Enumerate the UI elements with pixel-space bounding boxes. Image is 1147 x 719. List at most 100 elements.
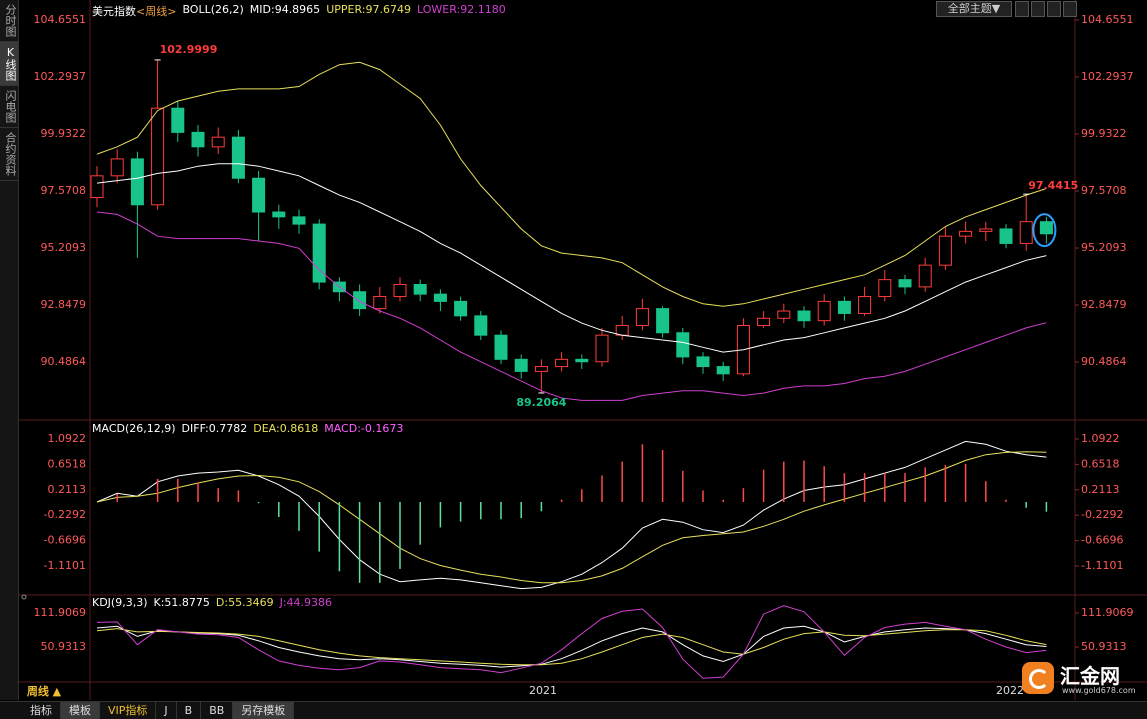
- sidebar-tab[interactable]: 闪电图: [0, 86, 18, 128]
- y-tick-label: 95.2093: [41, 241, 87, 254]
- y-tick-label: 50.9313: [41, 640, 87, 653]
- candle-body: [999, 228, 1013, 244]
- logo-name: 汇金网: [1060, 664, 1120, 688]
- icon-button[interactable]: [1015, 1, 1029, 17]
- candle-body: [635, 308, 649, 327]
- legend-entry: MID:94.8965: [249, 3, 321, 16]
- candle-body: [252, 177, 266, 213]
- candle-body: [90, 175, 104, 199]
- indicator: KDJ(9,3,3): [92, 596, 148, 609]
- candle-body: [474, 315, 488, 336]
- y-tick-label: 95.2093: [1081, 241, 1127, 254]
- y-tick-label: 104.6551: [1081, 13, 1134, 26]
- footer-tab[interactable]: J: [156, 702, 177, 719]
- panel-dot: [21, 594, 27, 600]
- y-tick-label: 102.2937: [1081, 70, 1134, 83]
- logo-url: www.gold678.com: [1062, 686, 1136, 695]
- annotation: 89.2064: [516, 396, 566, 409]
- candle-body: [231, 136, 245, 179]
- sidebar-tab[interactable]: K线图: [0, 42, 18, 86]
- candle-body: [878, 279, 892, 298]
- candle-body: [656, 308, 670, 334]
- legend-entry: LOWER:92.1180: [416, 3, 506, 16]
- candle-body: [373, 296, 387, 310]
- candle-body: [171, 107, 185, 133]
- y-tick-label: 99.9322: [1081, 127, 1127, 140]
- y-tick-label: 97.5708: [1081, 184, 1127, 197]
- logo: 汇金网 www.gold678.com: [1022, 660, 1142, 698]
- candle-body: [494, 334, 508, 360]
- footer-tab[interactable]: 另存模板: [233, 702, 295, 719]
- y-tick-label: 1.0922: [48, 432, 87, 445]
- indicator-line: [96, 61, 1047, 307]
- candle-body: [837, 300, 851, 314]
- indicator-line: [96, 163, 1047, 353]
- candle-body: [312, 223, 326, 283]
- candle-body: [817, 300, 831, 322]
- candle-body: [858, 296, 872, 314]
- main-header: 美元指数 <周线> BOLL(26,2) MID:94.8965 UPPER:97…: [92, 3, 506, 19]
- footer-tab[interactable]: 模板: [61, 702, 100, 719]
- y-tick-label: -0.2292: [1081, 508, 1123, 521]
- candle-body: [292, 216, 306, 225]
- period-label[interactable]: 周线 ▲: [27, 684, 62, 698]
- y-tick-label: -1.1101: [44, 559, 86, 572]
- y-tick-label: 0.6518: [1081, 457, 1120, 470]
- footer-tab[interactable]: B: [177, 702, 202, 719]
- y-tick-label: -1.1101: [1081, 559, 1123, 572]
- y-tick-label: 50.9313: [1081, 640, 1127, 653]
- candle-body: [716, 366, 730, 375]
- theme-button[interactable]: 全部主题▼: [936, 1, 1012, 17]
- period: <周线>: [136, 5, 177, 18]
- indicator-line: [96, 605, 1047, 679]
- candle-body: [918, 264, 932, 288]
- y-tick-label: 0.2113: [48, 483, 87, 496]
- indicator-line: [96, 625, 1047, 668]
- indicator: BOLL(26,2): [182, 3, 244, 16]
- candle-body: [676, 332, 690, 358]
- candle-body: [433, 293, 447, 302]
- candle-body: [413, 283, 427, 295]
- icon-button[interactable]: [1047, 1, 1061, 17]
- candle-body: [514, 358, 528, 372]
- annotation: 97.4415: [1028, 179, 1078, 192]
- x-tick-label: 2022: [996, 684, 1024, 697]
- candle-body: [696, 356, 710, 368]
- footer-tab[interactable]: VIP指标: [100, 702, 157, 719]
- indicator-line: [96, 451, 1047, 584]
- y-tick-label: 111.9069: [34, 606, 87, 619]
- legend-entry: D:55.3469: [215, 596, 274, 609]
- candle-body: [575, 358, 589, 363]
- candle-body: [534, 366, 548, 372]
- y-tick-label: 1.0922: [1081, 432, 1120, 445]
- candle-body: [393, 283, 407, 298]
- footer-tab[interactable]: 指标: [22, 702, 61, 719]
- y-tick-label: -0.2292: [44, 508, 86, 521]
- legend-entry: DEA:0.8618: [253, 422, 319, 435]
- icon-button[interactable]: [1063, 1, 1077, 17]
- candle-body: [959, 230, 973, 237]
- candle-body: [130, 158, 144, 206]
- annotation: 102.9999: [160, 43, 218, 56]
- highlight: [1032, 213, 1057, 248]
- sidebar-tab[interactable]: 分时图: [0, 0, 18, 42]
- candle-body: [757, 317, 771, 327]
- y-tick-label: 92.8479: [1081, 298, 1127, 311]
- footer-tab[interactable]: BB: [201, 702, 234, 719]
- candle-body: [898, 279, 912, 288]
- candle-body: [110, 158, 124, 177]
- macd-header: MACD(26,12,9) DIFF:0.7782 DEA:0.8618 MACD:…: [92, 422, 403, 435]
- candle-body: [595, 334, 609, 363]
- y-tick-label: 0.6518: [48, 457, 87, 470]
- footer-tabs: 指标 模板 VIP指标 J B BB 另存模板: [0, 701, 1147, 719]
- legend-entry: MACD:-0.1673: [324, 422, 404, 435]
- icon-button[interactable]: [1031, 1, 1045, 17]
- y-tick-label: 99.9322: [41, 127, 87, 140]
- sidebar-tab[interactable]: 合约资料: [0, 128, 18, 181]
- kdj-header: KDJ(9,3,3) K:51.8775 D:55.3469 J:44.9386: [92, 596, 332, 609]
- indicator-line: [96, 211, 1047, 401]
- logo-icon: [1022, 662, 1054, 694]
- legend-entry: UPPER:97.6749: [326, 3, 411, 16]
- indicator: MACD(26,12,9): [92, 422, 176, 435]
